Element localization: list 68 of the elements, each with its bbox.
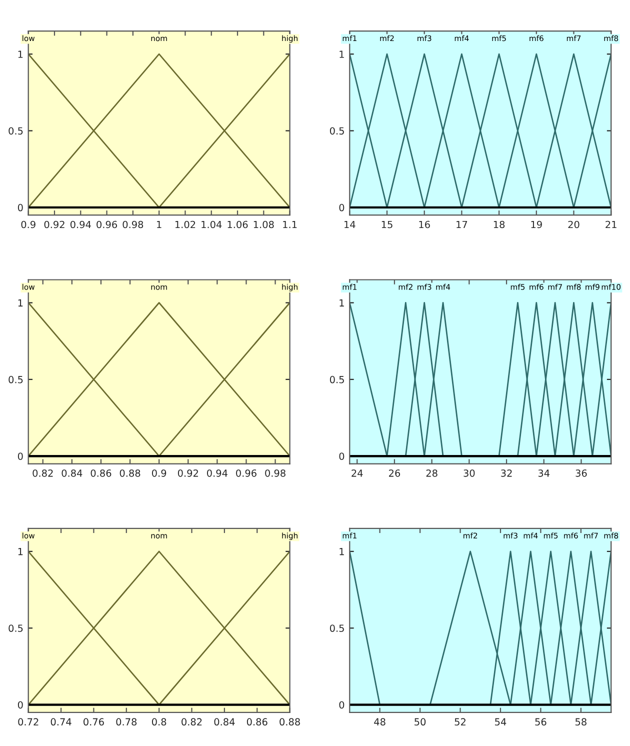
y-tick-label: 0.5 (8, 624, 23, 632)
x-tick-label: 15 (382, 220, 392, 228)
x-tick-label: 58 (575, 718, 586, 726)
y-tick-label: 1 (18, 548, 23, 556)
x-tick-label: 0.82 (32, 469, 53, 477)
x-tick-label: 24 (352, 469, 363, 477)
x-tick-label: 1.08 (254, 220, 274, 228)
x-tick-label: 21 (606, 220, 616, 228)
x-tick-label: 0.82 (182, 718, 202, 726)
x-tick-label: 54 (495, 718, 506, 726)
y-tick-label: 0.5 (8, 127, 23, 135)
x-tick-label: 0.9 (152, 469, 166, 477)
x-tick-label: 0.88 (120, 469, 140, 477)
x-tick-label: 0.84 (214, 718, 235, 726)
x-tick-label: 20 (568, 220, 580, 228)
x-tick-label: 0.74 (50, 718, 72, 726)
y-tick-label: 0.5 (330, 127, 344, 135)
y-tick-label: 0.5 (330, 376, 344, 384)
x-tick-label: 0.92 (44, 220, 64, 228)
x-tick-label: 16 (419, 220, 430, 228)
x-tick-label: 0.92 (178, 469, 198, 477)
x-tick-label: 1.06 (228, 220, 248, 228)
x-tick-label: 0.96 (236, 469, 256, 477)
x-tick-label: 36 (576, 469, 587, 477)
x-tick-label: 0.98 (265, 469, 286, 477)
x-tick-label: 17 (456, 220, 468, 228)
x-tick-label: 0.88 (280, 718, 300, 726)
x-tick-label: 0.9 (21, 220, 36, 228)
x-tick-label: 0.86 (246, 718, 268, 726)
x-tick-label: 0.86 (90, 469, 112, 477)
y-tick-label: 0 (18, 452, 23, 460)
x-tick-label: 50 (414, 718, 426, 726)
y-tick-label: 1 (18, 299, 23, 306)
y-tick-label: 1 (340, 548, 344, 556)
y-tick-label: 0 (339, 452, 344, 460)
y-tick-label: 0.5 (330, 624, 344, 632)
x-tick-label: 56 (535, 718, 546, 726)
x-tick-label: 0.84 (62, 469, 82, 477)
x-tick-label: 0.78 (116, 718, 137, 726)
x-tick-label: 18 (494, 220, 505, 228)
x-tick-label: 30 (464, 469, 475, 477)
y-tick-label: 0 (339, 204, 344, 212)
x-tick-label: 1.04 (202, 220, 222, 228)
x-tick-label: 1.02 (175, 220, 196, 228)
y-tick-label: 0 (18, 701, 23, 709)
x-tick-label: 0.8 (152, 718, 166, 726)
y-tick-label: 0.5 (8, 376, 23, 384)
x-tick-label: 0.94 (206, 469, 228, 477)
x-tick-label: 32 (501, 469, 512, 477)
x-tick-label: 0.98 (122, 220, 144, 228)
x-tick-label: 52 (454, 718, 466, 726)
y-tick-label: 0 (18, 204, 23, 212)
x-tick-label: 34 (538, 469, 550, 477)
x-tick-label: 0.76 (84, 718, 104, 726)
y-tick-label: 1 (18, 50, 23, 58)
x-tick-label: 14 (344, 220, 356, 228)
x-tick-label: 28 (426, 469, 438, 477)
x-tick-label: 26 (388, 469, 400, 477)
x-tick-label: 0.72 (18, 718, 38, 726)
x-tick-label: 1.1 (283, 220, 297, 228)
x-tick-label: 48 (374, 718, 386, 726)
x-tick-label: 1 (157, 220, 162, 228)
y-tick-label: 1 (340, 299, 344, 306)
x-tick-label: 0.96 (96, 220, 117, 228)
y-tick-label: 0 (339, 701, 344, 709)
x-tick-label: 0.94 (70, 220, 91, 228)
y-tick-label: 1 (340, 50, 344, 58)
x-tick-label: 19 (531, 220, 542, 228)
